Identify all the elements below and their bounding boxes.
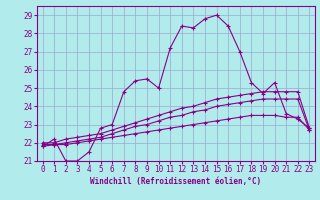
X-axis label: Windchill (Refroidissement éolien,°C): Windchill (Refroidissement éolien,°C)	[91, 177, 261, 186]
